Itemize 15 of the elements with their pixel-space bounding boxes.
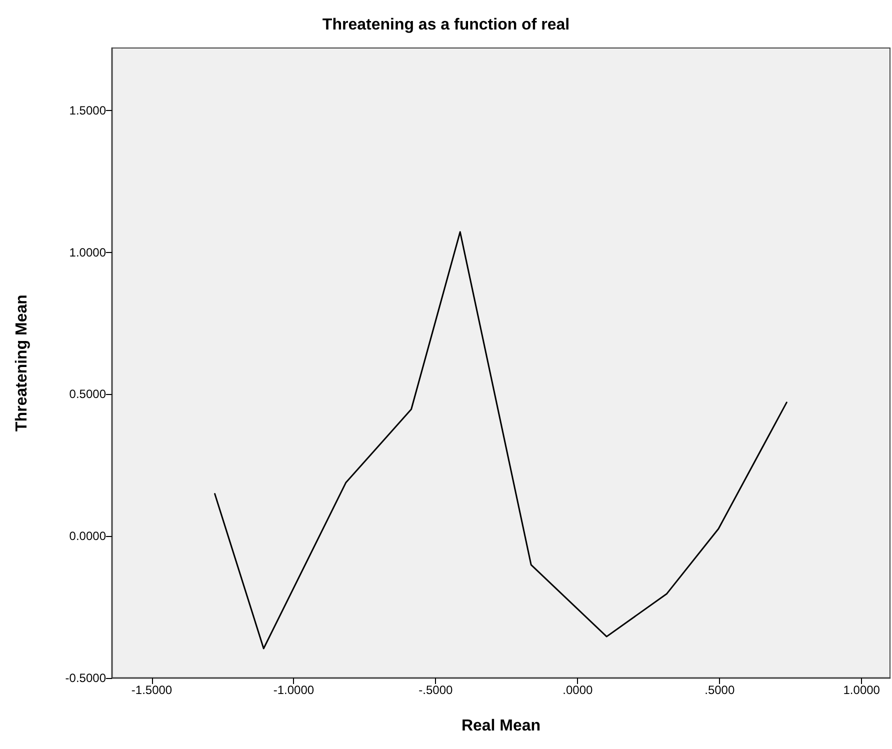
x-tick-label: .5000 (704, 683, 735, 697)
x-tick-label: -.5000 (418, 683, 454, 697)
y-tick-label: 0.0000 (69, 529, 106, 544)
y-tick-label: -0.5000 (65, 671, 106, 685)
x-tick-label: -1.5000 (131, 683, 172, 697)
y-axis-title: Threatening Mean (14, 294, 30, 432)
x-tick-label: .0000 (562, 683, 594, 697)
y-tick-label: 0.5000 (69, 387, 106, 402)
x-axis-title: Real Mean (461, 718, 541, 734)
y-tick-label: 1.0000 (69, 245, 106, 260)
x-tick-label: -1.0000 (273, 683, 314, 697)
line-series (214, 231, 788, 650)
x-tick-label: 1.0000 (843, 683, 880, 697)
chart-title: Threatening as a function of real (322, 16, 570, 34)
y-tick-label: 1.5000 (69, 103, 106, 118)
